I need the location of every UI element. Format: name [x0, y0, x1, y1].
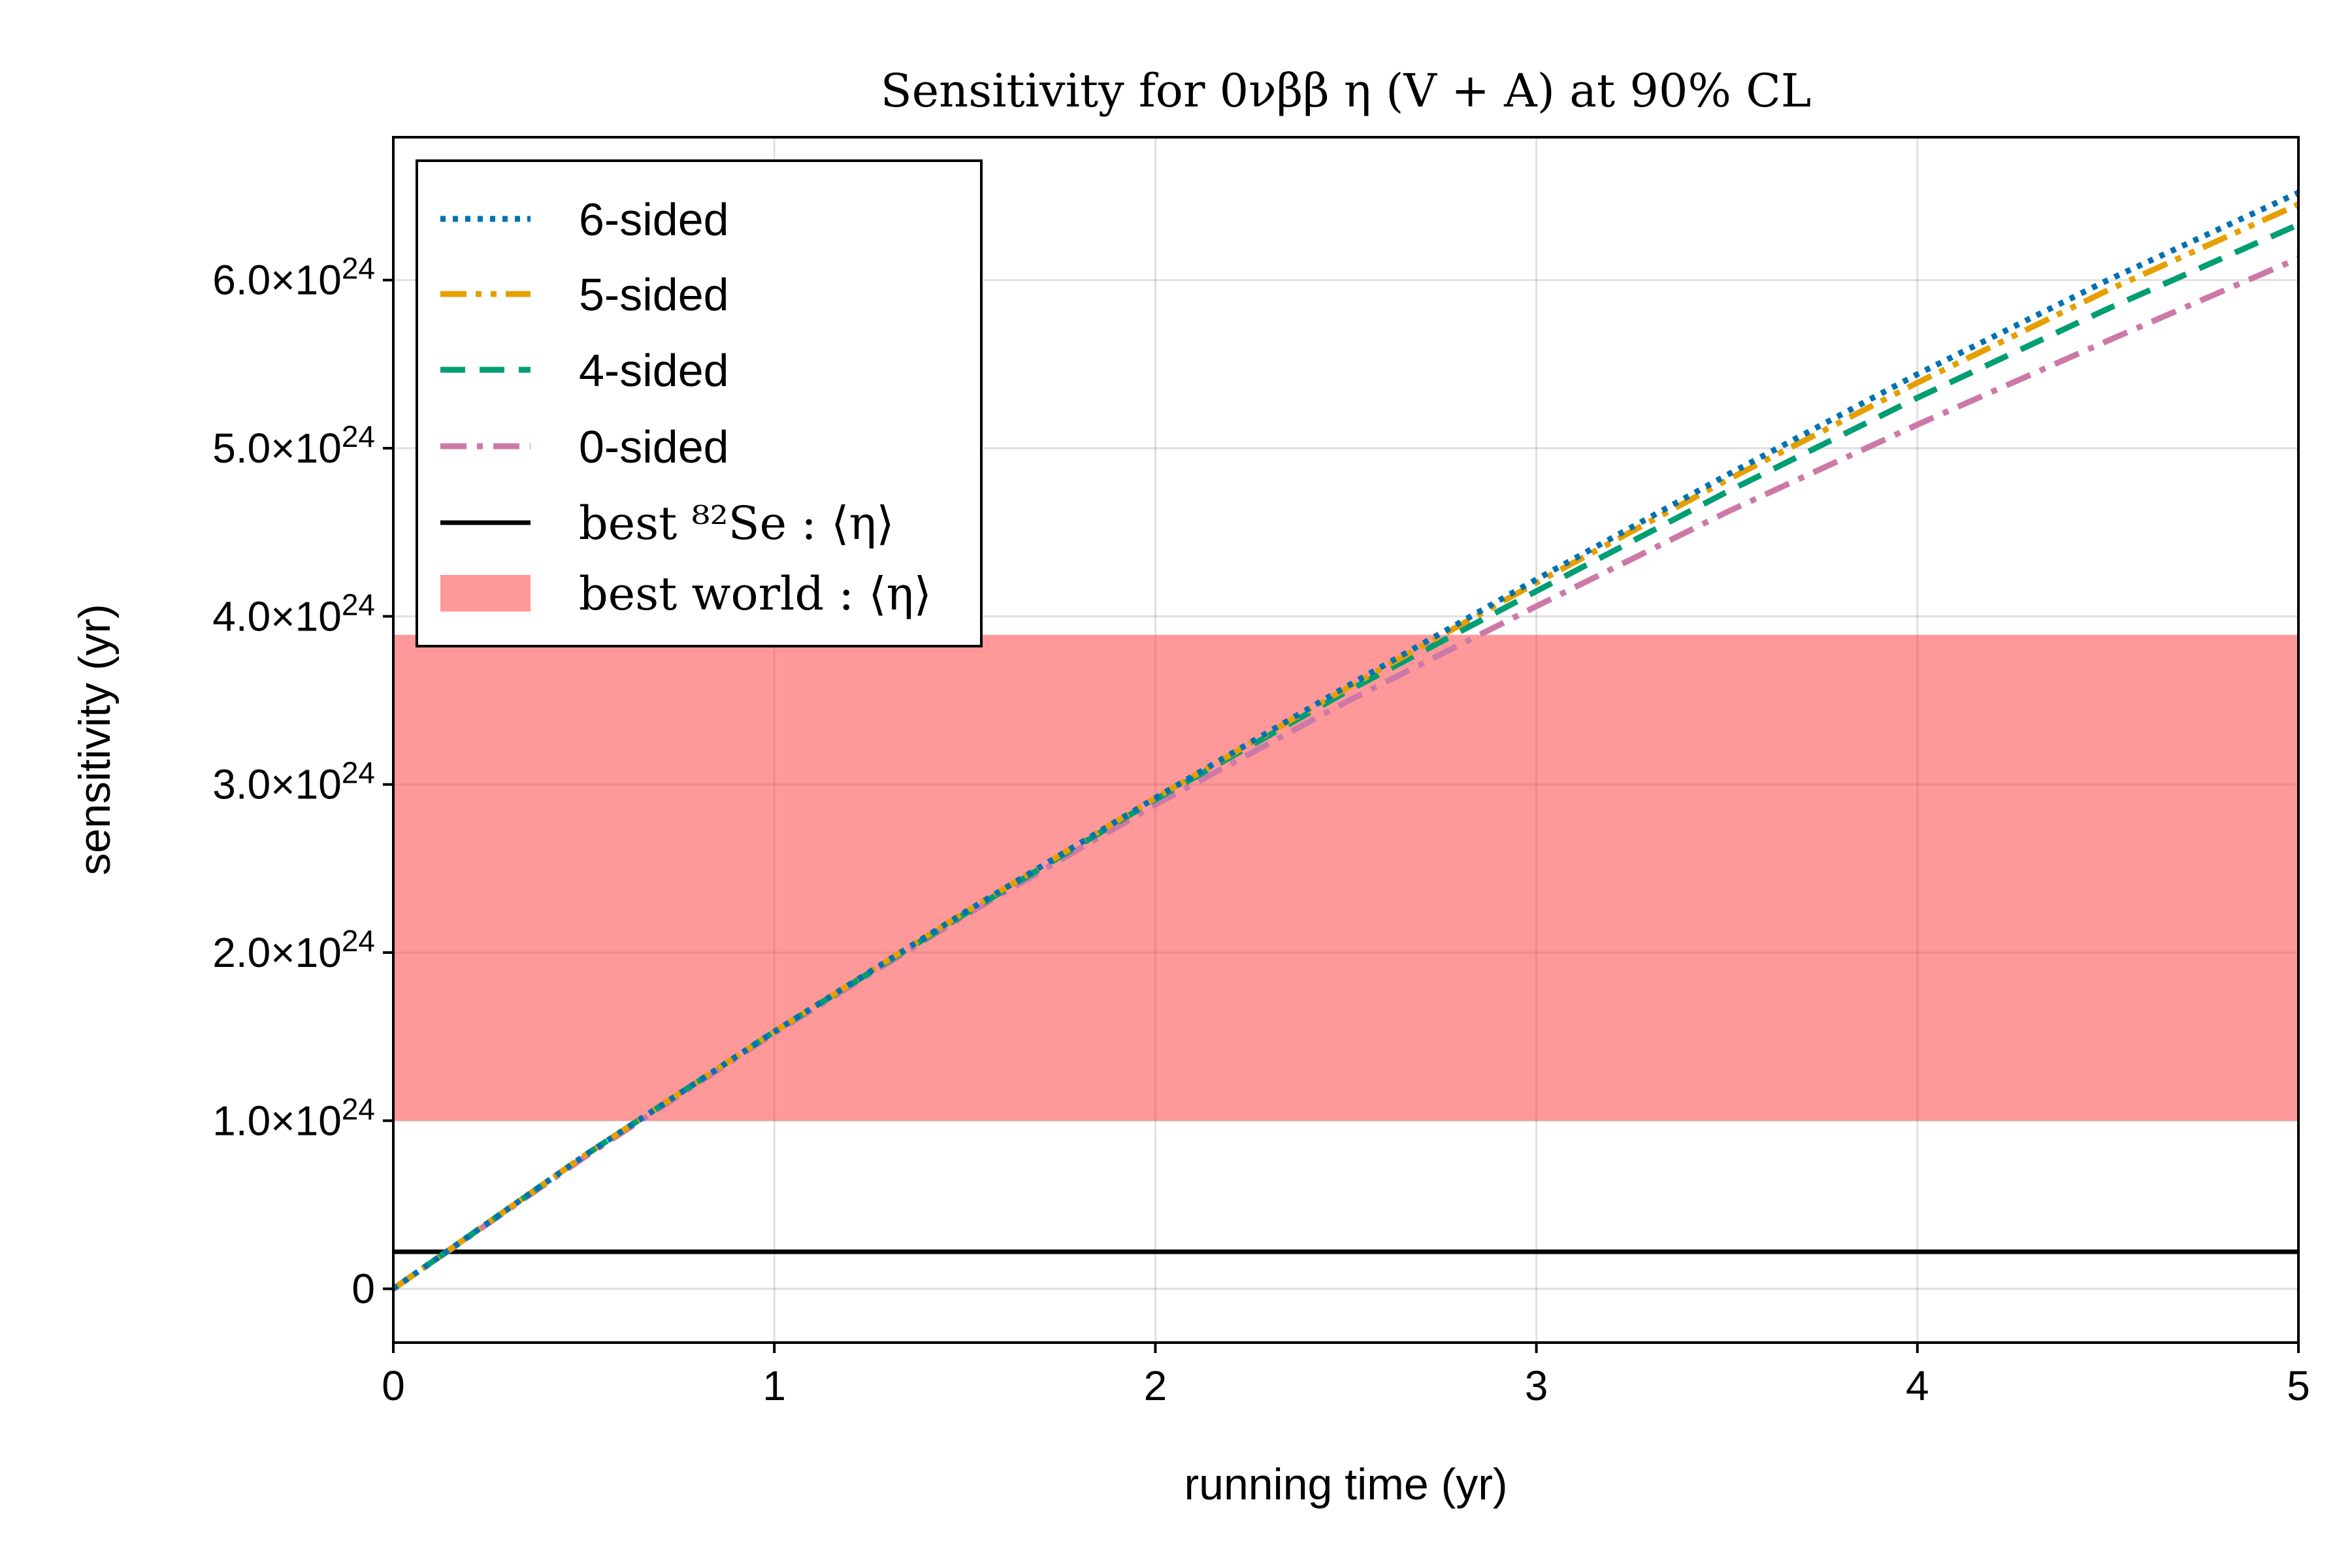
y-tick-label-6: 6.0×1024	[212, 252, 375, 304]
x-tick-label-2: 2	[1144, 1362, 1168, 1409]
legend-label-6-sided: 6-sided	[579, 194, 729, 245]
y-tick-label-1: 1.0×1024	[212, 1092, 375, 1144]
legend-items: 6-sided 5-sided 4-sided 0-sided best ⁸²Se : …	[440, 194, 932, 621]
legend-label-best-se82: best ⁸²Se : ⟨η⟩	[579, 497, 894, 550]
y-tick-label-3: 3.0×1024	[212, 756, 375, 808]
x-tick-label-5: 5	[2287, 1362, 2310, 1409]
y-tick-label-2: 2.0×1024	[212, 924, 375, 976]
series-line-6-sided	[391, 189, 2300, 1292]
best-world-band	[393, 634, 2298, 1121]
y-tick-label-4: 4.0×1024	[212, 587, 375, 640]
plot-frame	[392, 136, 2300, 1344]
series-layer	[391, 189, 2300, 1292]
series-line-0-sided	[391, 255, 2300, 1292]
band-layer	[393, 634, 2298, 1121]
y-tick-label-5: 5.0×1024	[212, 419, 375, 472]
legend: 6-sided 5-sided 4-sided 0-sided best ⁸²Se : …	[416, 159, 983, 647]
x-tick-label-3: 3	[1525, 1362, 1548, 1409]
x-tick-label-1: 1	[762, 1362, 786, 1409]
legend-box	[416, 159, 983, 647]
legend-label-0-sided: 0-sided	[579, 421, 729, 472]
chart-title: Sensitivity for 0νββ η (V + A) at 90% CL	[881, 64, 1812, 118]
x-tick-label-4: 4	[1906, 1362, 1929, 1409]
x-axis-label: running time (yr)	[1184, 1460, 1507, 1509]
y-axis-label: sensitivity (yr)	[70, 604, 120, 875]
legend-label-5-sided: 5-sided	[579, 269, 729, 320]
legend-label-4-sided: 4-sided	[579, 345, 729, 396]
series-line-5-sided	[391, 201, 2300, 1292]
x-tick-label-0: 0	[382, 1362, 405, 1409]
legend-label-best-world: best world : ⟨η⟩	[579, 567, 932, 621]
y-tick-label-0: 0	[351, 1266, 375, 1313]
legend-swatch-best-world	[440, 575, 531, 612]
x-axis-ticks: 0 1 2 3 4 5	[382, 1343, 2310, 1409]
y-axis-ticks: 0 1.0×1024 2.0×1024 3.0×1024 4.0×1024 5.0×102…	[212, 252, 393, 1313]
